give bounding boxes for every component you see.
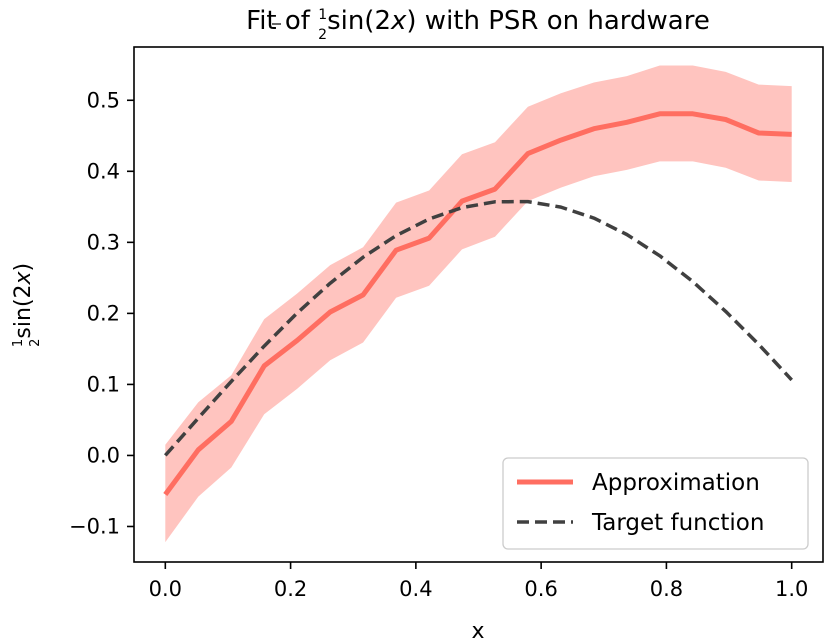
ylabel-suffix: ) bbox=[11, 263, 36, 272]
legend: Approximation Target function bbox=[502, 457, 809, 550]
title-prefix: Fit of bbox=[246, 6, 318, 36]
ylabel-func: sin(2 bbox=[11, 284, 36, 338]
title-frac-den: 2 bbox=[318, 27, 327, 43]
x-tick-label: 0.4 bbox=[399, 577, 432, 601]
x-tick-label: 0.8 bbox=[650, 577, 683, 601]
y-tick-label: 0.0 bbox=[87, 443, 120, 467]
legend-box bbox=[502, 457, 809, 550]
x-axis-label: x bbox=[471, 619, 484, 640]
x-tick-label: 0.0 bbox=[149, 577, 182, 601]
legend-label-approximation: Approximation bbox=[592, 470, 760, 496]
series-layer bbox=[163, 111, 793, 496]
title-suffix: ) with PSR on hardware bbox=[406, 6, 709, 36]
y-tick-label: −0.1 bbox=[69, 514, 120, 538]
y-tick-label: 0.1 bbox=[87, 372, 120, 396]
x-tick-label: 0.6 bbox=[524, 577, 557, 601]
ylabel-var: x bbox=[11, 270, 36, 285]
title-frac-num: 1 bbox=[318, 7, 327, 23]
y-axis-label: 1 2sin(2x) bbox=[11, 263, 43, 347]
y-axis: −0.1 0.0 0.1 0.2 0.3 0.4 0.5 bbox=[69, 88, 134, 538]
plot-frame bbox=[133, 46, 824, 563]
y-tick-label: 0.5 bbox=[87, 88, 120, 112]
approximation-error-band bbox=[165, 65, 792, 543]
y-tick-label: 0.4 bbox=[87, 159, 120, 183]
title-var: x bbox=[390, 6, 407, 36]
x-tick-label: 1.0 bbox=[775, 577, 808, 601]
ylabel-frac-den: 2 bbox=[28, 339, 43, 347]
target-function-line bbox=[163, 199, 793, 457]
chart-title: Fit of 1 2sin(2x) with PSR on hardware bbox=[246, 6, 710, 43]
ylabel-frac-num: 1 bbox=[11, 339, 26, 347]
title-func: sin(2 bbox=[327, 6, 391, 36]
x-tick-label: 0.2 bbox=[274, 577, 307, 601]
y-tick-label: 0.2 bbox=[87, 301, 120, 325]
x-axis: 0.0 0.2 0.4 0.6 0.8 1.0 bbox=[149, 562, 808, 601]
approximation-line bbox=[163, 111, 792, 496]
y-tick-label: 0.3 bbox=[87, 230, 120, 254]
legend-label-target: Target function bbox=[591, 510, 764, 536]
error-band-layer bbox=[165, 65, 792, 543]
